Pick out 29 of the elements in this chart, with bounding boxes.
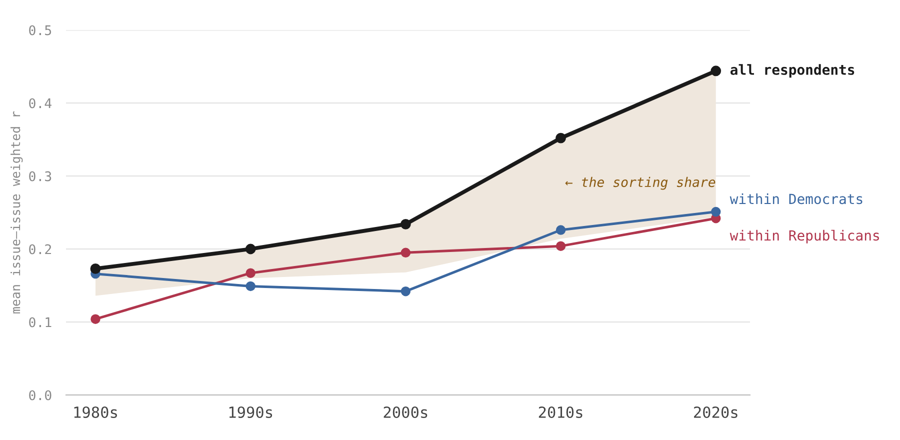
- series-label: all respondents: [730, 64, 854, 78]
- point: [711, 206, 721, 217]
- x-tick-label: 1990s: [229, 406, 272, 418]
- x-tick-label: 2000s: [384, 406, 428, 418]
- point: [400, 286, 411, 296]
- series-label: within Republicans: [730, 230, 879, 244]
- y-tick-label: 0.4: [29, 98, 52, 108]
- x-tick-label: 2010s: [538, 406, 582, 418]
- y-tick-label: 0.2: [29, 244, 51, 254]
- x-tick-label: 2020s: [694, 406, 738, 418]
- point: [710, 66, 722, 76]
- point: [556, 241, 566, 251]
- point: [90, 264, 101, 274]
- point: [246, 281, 256, 292]
- annotation: ← the sorting share: [565, 176, 716, 190]
- y-tick-label: 0.1: [29, 317, 52, 328]
- point: [556, 132, 566, 144]
- point: [90, 314, 100, 324]
- series-label: within Democrats: [730, 193, 862, 204]
- point: [245, 244, 256, 254]
- y-tick-label: 0.0: [29, 390, 52, 400]
- point: [556, 225, 566, 235]
- point: [400, 218, 411, 230]
- y-tick-label: 0.5: [29, 25, 52, 36]
- y-tick-label: 0.3: [29, 171, 52, 182]
- y-axis-title: mean issue–issue weighted r: [10, 111, 23, 314]
- x-tick-label: 1980s: [74, 406, 117, 418]
- point: [246, 268, 256, 278]
- point: [400, 248, 411, 258]
